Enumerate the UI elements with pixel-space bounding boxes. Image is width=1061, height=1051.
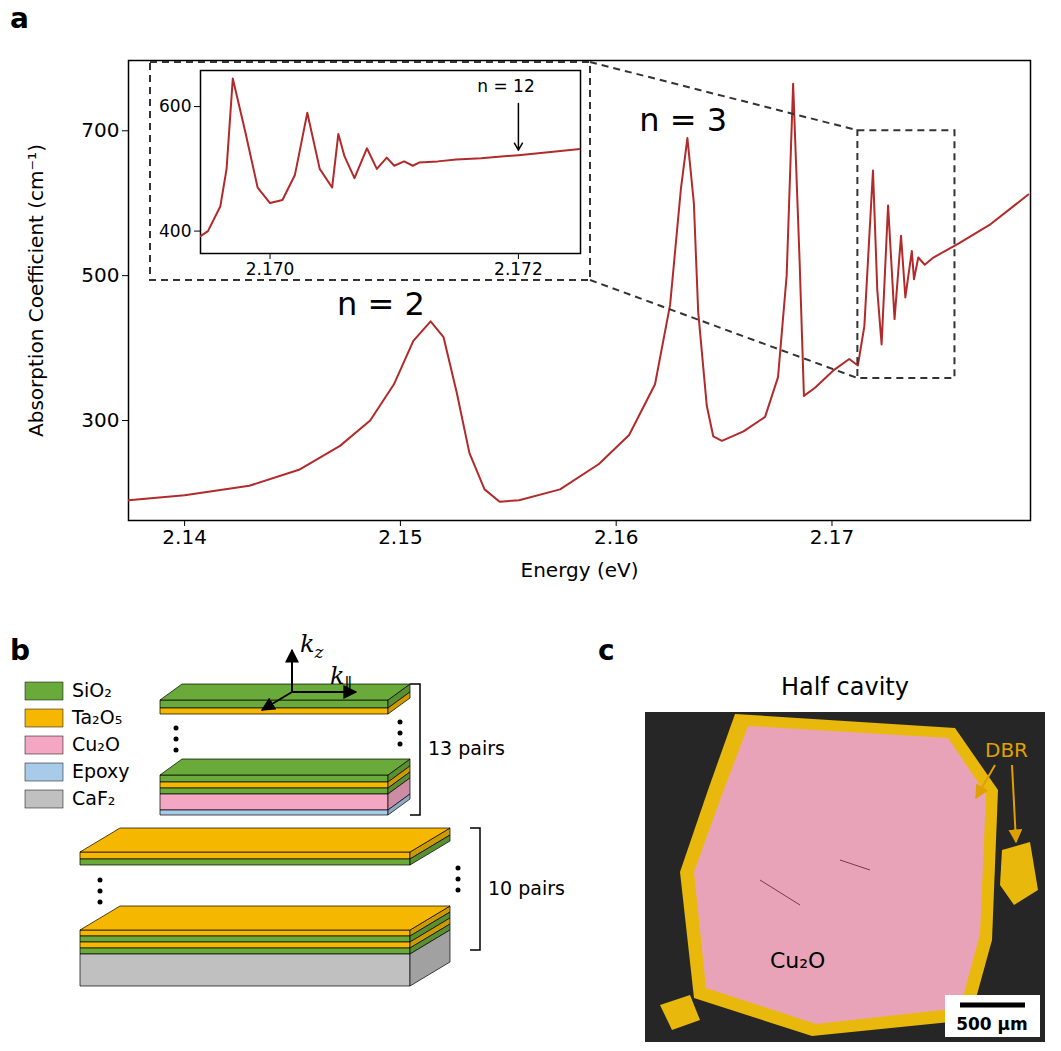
svg-text:700: 700 — [81, 118, 119, 142]
svg-text:2.15: 2.15 — [378, 525, 423, 549]
svg-text:2.172: 2.172 — [494, 259, 543, 279]
svg-text:2.17: 2.17 — [810, 525, 855, 549]
svg-text:Absorption Coefficient (cm⁻¹): Absorption Coefficient (cm⁻¹) — [24, 144, 48, 437]
svg-text:Ta₂O₅: Ta₂O₅ — [71, 706, 122, 728]
svg-text:13 pairs: 13 pairs — [428, 737, 505, 759]
svg-text:Half cavity: Half cavity — [781, 673, 909, 701]
svg-text:SiO₂: SiO₂ — [72, 679, 112, 701]
svg-text:2.170: 2.170 — [246, 259, 295, 279]
svg-text:500 μm: 500 μm — [956, 1014, 1028, 1034]
svg-text:Cu₂O: Cu₂O — [770, 948, 825, 973]
svg-text:a: a — [10, 2, 29, 35]
svg-text:Cu₂O: Cu₂O — [72, 733, 120, 755]
svg-text:500: 500 — [81, 263, 119, 287]
svg-text:c: c — [598, 634, 615, 667]
svg-text:b: b — [10, 634, 30, 667]
svg-text:600: 600 — [159, 96, 191, 116]
svg-text:2.16: 2.16 — [594, 525, 639, 549]
svg-text:2.14: 2.14 — [162, 525, 207, 549]
svg-text:k∥: k∥ — [330, 662, 352, 694]
svg-text:n = 2: n = 2 — [337, 285, 425, 323]
svg-text:DBR: DBR — [985, 738, 1028, 762]
svg-text:Energy (eV): Energy (eV) — [521, 558, 639, 582]
svg-text:Epoxy: Epoxy — [72, 760, 130, 782]
svg-text:n = 12: n = 12 — [477, 76, 534, 96]
svg-text:300: 300 — [81, 408, 119, 432]
svg-text:n = 3: n = 3 — [639, 101, 727, 139]
svg-text:kz: kz — [300, 630, 324, 662]
svg-text:10 pairs: 10 pairs — [488, 877, 565, 899]
svg-text:CaF₂: CaF₂ — [72, 787, 115, 809]
svg-text:400: 400 — [159, 221, 191, 241]
